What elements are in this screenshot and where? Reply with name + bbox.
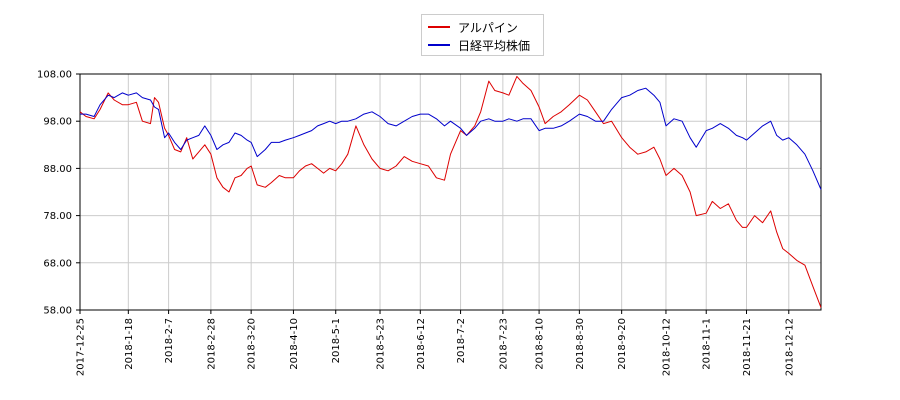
x-tick-label: 2018-8-30 (575, 318, 586, 370)
x-tick-label: 2018-6-12 (416, 318, 427, 370)
x-tick-label: 2018-2-28 (206, 318, 217, 370)
grid-lines (79, 73, 821, 311)
plot-area-frame (79, 73, 822, 311)
y-tick-label: 98.00 (43, 117, 72, 128)
x-tick-label: 2018-10-12 (661, 318, 672, 376)
x-tick-label: 2018-5-1 (331, 318, 342, 363)
series-layer (79, 75, 822, 308)
legend-item-nikkei: 日経平均株価 (428, 36, 530, 54)
y-tick-label: 58.00 (43, 306, 72, 317)
y-axis: 58.00 68.00 78.00 88.00 98.00 108.00 (37, 70, 80, 317)
x-tick-label: 2018-1-18 (124, 318, 135, 370)
y-tick-label: 68.00 (43, 258, 72, 269)
x-tick-label: 2018-7-23 (498, 318, 509, 370)
x-tick-label: 2017-12-25 (76, 318, 87, 376)
x-tick-label: 2018-11-21 (742, 318, 753, 376)
y-tick-label: 108.00 (37, 70, 72, 81)
x-tick-label: 2018-2-7 (164, 318, 175, 363)
series-line-nikkei (80, 87, 822, 190)
x-tick-label: 2018-8-10 (535, 318, 546, 370)
x-tick-label: 2018-11-1 (702, 318, 713, 370)
x-tick-label: 2018-5-23 (376, 318, 387, 370)
y-tick-label: 78.00 (43, 211, 72, 222)
x-tick-label: 2018-4-10 (289, 318, 300, 370)
y-tick-label: 88.00 (43, 164, 72, 175)
series-line-alpine (79, 75, 822, 308)
legend-item-alpine: アルパイン (428, 18, 518, 36)
legend-label-alpine: アルパイン (458, 20, 518, 35)
x-tick-label: 2018-3-20 (247, 318, 258, 370)
legend-swatch-nikkei (428, 44, 450, 46)
x-tick-label: 2018-7-2 (456, 318, 467, 363)
legend-label-nikkei: 日経平均株価 (458, 38, 531, 53)
legend-swatch-alpine (428, 26, 450, 28)
x-tick-label: 2018-12-12 (784, 318, 795, 376)
legend: アルパイン 日経平均株価 (421, 14, 544, 56)
x-axis: 2017-12-25 2018-1-18 2018-2-7 2018-2-28 2018… (76, 310, 795, 376)
x-tick-label: 2018-9-20 (617, 318, 628, 370)
